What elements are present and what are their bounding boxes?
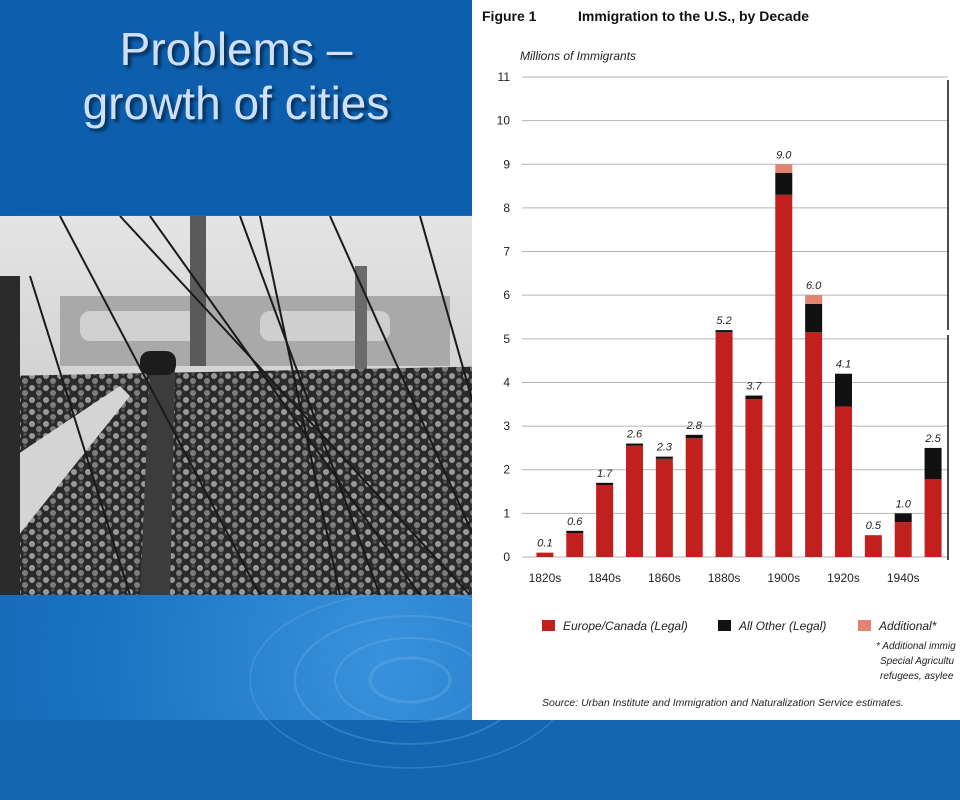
slide-title-line-2: growth of cities <box>82 77 390 129</box>
total-label-1940s: 1.0 <box>896 498 912 510</box>
x-tick-1900s: 1900s <box>767 571 800 585</box>
footnote-line-2: Special Agricultu <box>880 656 955 667</box>
bar-1890s-series-0 <box>745 399 763 557</box>
slide-title: Problems – growth of cities <box>0 22 472 130</box>
bar-1830s-series-0 <box>566 533 584 557</box>
y-axis-label: Millions of Immigrants <box>520 49 636 63</box>
bar-1880s-series-1 <box>715 330 733 333</box>
bar-1950s-series-0 <box>924 479 942 557</box>
gridlines <box>522 76 948 558</box>
bars <box>536 164 942 557</box>
bar-1910s-series-1 <box>805 303 823 333</box>
total-label-1920s: 4.1 <box>836 359 851 371</box>
chart-title: Immigration to the U.S., by Decade <box>578 8 809 24</box>
bar-1840s-series-1 <box>596 482 614 485</box>
bar-1900s-series-2 <box>775 164 793 173</box>
immigration-chart: Figure 1 Immigration to the U.S., by Dec… <box>482 8 956 709</box>
bar-1840s-series-0 <box>596 485 614 557</box>
legend-label-2: Additional* <box>878 619 937 633</box>
bar-1950s-series-1 <box>924 447 942 480</box>
total-label-1890s: 3.7 <box>746 381 762 393</box>
x-tick-1860s: 1860s <box>648 571 681 585</box>
y-tick-3: 3 <box>503 419 510 433</box>
y-tick-labels: 0 1 2 3 4 5 6 7 8 9 10 11 <box>497 70 511 564</box>
bar-1870s-series-0 <box>685 438 703 557</box>
y-tick-8: 8 <box>503 201 510 215</box>
footnote-line-1: * Additional immig <box>876 641 956 652</box>
bar-1830s-series-1 <box>566 530 584 533</box>
legend-label-0: Europe/Canada (Legal) <box>563 619 688 633</box>
y-tick-6: 6 <box>503 288 510 302</box>
total-label-1900s: 9.0 <box>776 149 792 161</box>
bar-1880s-series-0 <box>715 332 733 557</box>
bar-1870s-series-1 <box>685 434 703 439</box>
bar-1860s-series-0 <box>655 458 673 557</box>
bar-1820s-series-0 <box>536 552 554 557</box>
y-tick-5: 5 <box>503 332 510 346</box>
chart-panel: Figure 1 Immigration to the U.S., by Dec… <box>472 0 960 720</box>
x-tick-1840s: 1840s <box>588 571 621 585</box>
bar-1910s-series-0 <box>805 332 823 557</box>
bar-1850s-series-0 <box>626 445 643 557</box>
ship-deck-illustration <box>0 216 510 595</box>
legend: Europe/Canada (Legal) All Other (Legal) Ad… <box>542 619 937 633</box>
total-label-1830s: 0.6 <box>567 516 583 528</box>
source-note: Source: Urban Institute and Immigration … <box>542 697 904 709</box>
figure-label: Figure 1 <box>482 8 537 24</box>
bar-1900s-series-0 <box>775 194 793 557</box>
x-tick-1880s: 1880s <box>708 571 741 585</box>
x-tick-labels: 1820s 1840s 1860s 1880s 1900s 1920s 1940s <box>529 571 920 585</box>
y-tick-1: 1 <box>503 506 510 520</box>
slide-title-line-1: Problems – <box>119 23 353 75</box>
y-tick-0: 0 <box>503 550 510 564</box>
bar-1860s-series-1 <box>655 456 673 459</box>
y-tick-7: 7 <box>503 245 510 259</box>
total-label-1930s: 0.5 <box>866 520 882 532</box>
bar-1910s-series-2 <box>805 295 823 304</box>
total-label-1860s: 2.3 <box>656 442 673 454</box>
bar-1890s-series-1 <box>745 395 763 400</box>
immigrant-ship-photo <box>0 216 510 595</box>
total-label-1950s: 2.5 <box>924 433 941 445</box>
bar-1900s-series-1 <box>775 173 793 195</box>
legend-swatch-1 <box>718 620 731 631</box>
bar-1850s-series-1 <box>626 443 643 446</box>
total-label-1910s: 6.0 <box>806 280 822 292</box>
bar-1920s-series-1 <box>835 373 852 407</box>
bar-1940s-series-0 <box>894 522 912 557</box>
footnote-line-3: refugees, asylee <box>880 671 954 682</box>
total-label-1840s: 1.7 <box>597 468 613 480</box>
y-tick-10: 10 <box>497 114 511 128</box>
total-labels: 0.1 0.6 1.7 2.6 2.3 2.8 5.2 3.7 9.0 6.0 4.1 0.5 1.0 2… <box>537 149 941 549</box>
y-tick-9: 9 <box>503 157 510 171</box>
x-tick-1940s: 1940s <box>887 571 920 585</box>
footnote: * Additional immig Special Agricultu ref… <box>876 641 956 682</box>
bar-1930s-series-0 <box>864 535 882 557</box>
y-tick-2: 2 <box>503 463 510 477</box>
legend-swatch-0 <box>542 620 555 631</box>
x-tick-1820s: 1820s <box>529 571 562 585</box>
total-label-1880s: 5.2 <box>716 315 731 327</box>
total-label-1850s: 2.6 <box>626 429 643 441</box>
bar-1940s-series-1 <box>894 513 912 523</box>
y-tick-4: 4 <box>503 375 510 389</box>
legend-label-1: All Other (Legal) <box>738 619 826 633</box>
x-tick-1920s: 1920s <box>827 571 860 585</box>
title-panel: Problems – growth of cities <box>0 0 472 215</box>
y-tick-11: 11 <box>498 70 511 84</box>
total-label-1870s: 2.8 <box>686 420 703 432</box>
legend-swatch-2 <box>858 620 871 631</box>
total-label-1820s: 0.1 <box>537 538 552 550</box>
bar-1920s-series-0 <box>835 406 852 557</box>
